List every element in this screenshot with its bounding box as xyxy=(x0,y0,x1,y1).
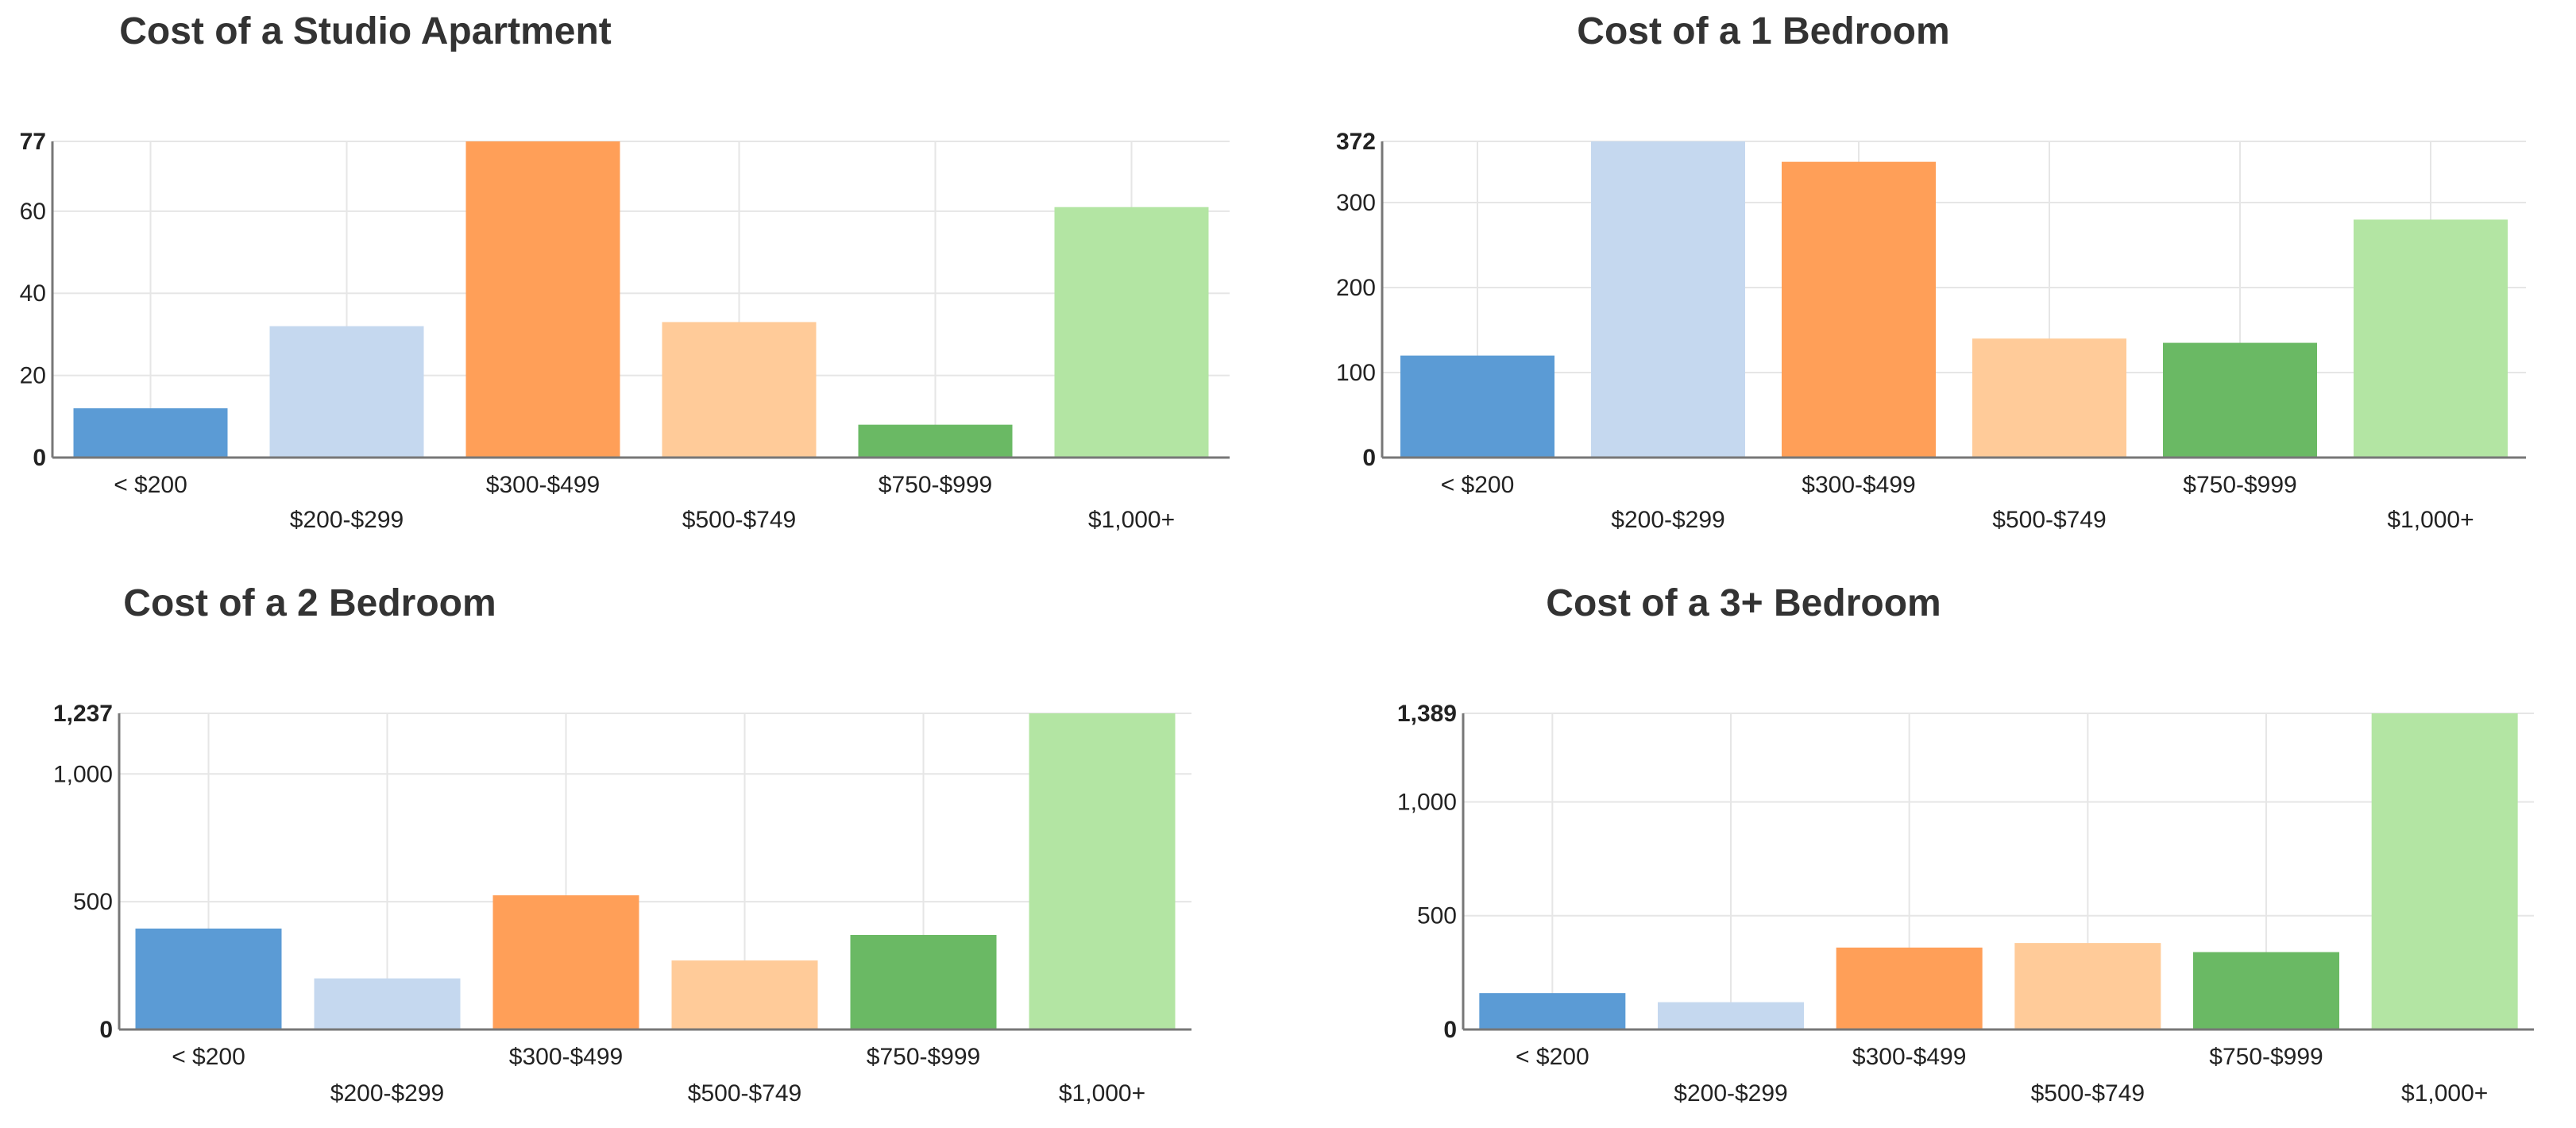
bar xyxy=(1836,947,1983,1029)
bar xyxy=(858,424,1013,458)
y-tick-label: 60 xyxy=(20,199,46,225)
x-category-label: $200-$299 xyxy=(330,1080,444,1107)
chart-title: Cost of a Studio Apartment xyxy=(119,10,612,52)
x-category-label: $500-$749 xyxy=(688,1080,801,1107)
x-category-label: $750-$999 xyxy=(2183,472,2296,498)
bar xyxy=(2014,943,2161,1029)
x-category-label: $750-$999 xyxy=(2209,1044,2323,1070)
bar xyxy=(135,928,282,1029)
y-tick-label: 500 xyxy=(73,889,113,915)
bar xyxy=(2193,952,2339,1029)
x-category-label: $500-$749 xyxy=(2031,1080,2145,1107)
x-category-label: $750-$999 xyxy=(879,472,992,498)
bar xyxy=(2354,219,2508,458)
bar xyxy=(2163,342,2317,458)
bar xyxy=(662,322,817,458)
chart-panel-1-bedroom: Cost of a 1 Bedroom 0 100 200 300 372 < $200 $… xyxy=(1287,0,2576,556)
x-category-label: < $200 xyxy=(1516,1044,1589,1070)
x-category-label: < $200 xyxy=(114,472,187,498)
bar xyxy=(1054,207,1209,458)
x-category-label: $1,000+ xyxy=(1059,1080,1145,1107)
x-category-label: $200-$299 xyxy=(1674,1080,1787,1107)
chart-title: Cost of a 1 Bedroom xyxy=(1577,10,1950,52)
y-tick-label: 0 xyxy=(33,445,46,471)
x-category-label: $300-$499 xyxy=(509,1044,623,1070)
y-tick-label: 0 xyxy=(99,1017,113,1043)
bar xyxy=(269,326,424,458)
bar xyxy=(1658,1002,1804,1029)
bar xyxy=(465,141,620,458)
bar xyxy=(1479,993,1626,1029)
bar xyxy=(314,978,461,1029)
bar xyxy=(671,960,818,1029)
bar xyxy=(1591,141,1745,458)
bar-chart-1-bedroom: 0 100 200 300 372 < $200 $200-$299 $300-$499 $50… xyxy=(1336,129,2526,533)
x-category-label: $500-$749 xyxy=(1992,507,2106,533)
y-tick-label: 372 xyxy=(1336,129,1376,155)
bar xyxy=(1782,161,1936,458)
x-category-label: $200-$299 xyxy=(1611,507,1724,533)
x-category-label: < $200 xyxy=(1441,472,1515,498)
x-category-label: $1,000+ xyxy=(2387,507,2474,533)
x-category-label: $300-$499 xyxy=(1852,1044,1966,1070)
x-category-label: $1,000+ xyxy=(1088,507,1175,533)
bar-chart-2-bedroom: 0 500 1,000 1,237 < $200 $200-$299 $300-$499 $5… xyxy=(53,701,1191,1107)
bar xyxy=(492,895,639,1029)
y-tick-label: 1,389 xyxy=(1397,701,1457,727)
y-tick-label: 200 xyxy=(1336,275,1376,301)
bar-chart-3-bedroom: 0 500 1,000 1,389 < $200 $200-$299 $300-$499 $5… xyxy=(1397,701,2534,1107)
chart-panel-2-bedroom: Cost of a 2 Bedroom 0 500 1,000 1,237 < $200… xyxy=(0,564,1271,1128)
y-tick-label: 40 xyxy=(20,280,46,307)
chart-title: Cost of a 2 Bedroom xyxy=(123,582,496,624)
x-category-label: $750-$999 xyxy=(867,1044,980,1070)
x-category-label: $200-$299 xyxy=(290,507,404,533)
x-category-label: $500-$749 xyxy=(682,507,796,533)
chart-panel-3-bedroom: Cost of a 3+ Bedroom 0 500 1,000 1,389 < $20… xyxy=(1287,564,2576,1128)
x-category-label: $1,000+ xyxy=(2401,1080,2488,1107)
bar xyxy=(73,408,228,458)
y-tick-label: 1,237 xyxy=(53,701,113,727)
x-category-label: $300-$499 xyxy=(486,472,600,498)
y-tick-label: 77 xyxy=(20,129,46,155)
bar-chart-studio: 0 20 40 60 77 < $200 $200-$299 $300-$499 $500-$7… xyxy=(20,129,1230,533)
x-category-label: < $200 xyxy=(172,1044,245,1070)
y-tick-label: 0 xyxy=(1443,1017,1457,1043)
bar xyxy=(850,934,997,1029)
y-tick-label: 500 xyxy=(1417,903,1457,929)
chart-title: Cost of a 3+ Bedroom xyxy=(1546,582,1941,624)
chart-panel-studio: Cost of a Studio Apartment 0 20 40 60 77 < $2… xyxy=(0,0,1271,556)
bar xyxy=(1029,713,1176,1029)
y-tick-label: 1,000 xyxy=(1397,789,1457,815)
y-tick-label: 300 xyxy=(1336,190,1376,216)
bar xyxy=(2371,713,2518,1029)
x-category-label: $300-$499 xyxy=(1802,472,1915,498)
y-tick-label: 20 xyxy=(20,363,46,389)
y-tick-label: 100 xyxy=(1336,360,1376,386)
bar xyxy=(1972,338,2126,458)
y-tick-label: 1,000 xyxy=(53,761,113,787)
bar xyxy=(1400,355,1554,458)
y-tick-label: 0 xyxy=(1362,445,1376,471)
